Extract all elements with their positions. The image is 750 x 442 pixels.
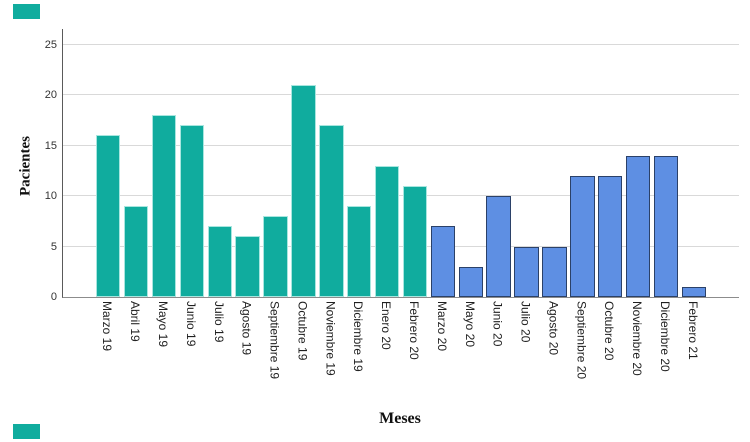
x-label-enero-20: Enero 20 [374, 301, 398, 403]
x-label-marzo-20: Marzo 20 [430, 301, 454, 403]
y-tick-label-20: 20 [44, 89, 57, 101]
y-tick-label-15: 15 [44, 139, 57, 152]
x-label-abril-19: Abril 19 [123, 301, 147, 403]
gridline-15 [63, 144, 739, 146]
bar-mayo-19 [151, 115, 177, 297]
y-axis-tick-labels: 0 5 10 15 20 25 [25, 0, 57, 442]
x-label-text: Abril 19 [128, 301, 143, 342]
bar-enero-20 [374, 165, 400, 297]
x-label-text: Agosto 20 [546, 301, 561, 356]
bar-mayo-20 [458, 266, 483, 297]
gridline-25 [63, 43, 739, 45]
gridline-10 [63, 195, 739, 196]
bar-marzo-19 [96, 135, 121, 297]
x-label-text: Mayo 20 [462, 301, 477, 348]
x-label-text: Octubre 19 [295, 301, 310, 361]
bar-febrero-21 [681, 286, 707, 297]
x-label-octubre-19: Octubre 19 [290, 301, 314, 403]
bar-noviembre-19 [319, 125, 344, 297]
x-label-text: Junio 19 [183, 301, 198, 347]
x-label-text: Marzo 19 [100, 301, 115, 352]
bar-marzo-20 [430, 226, 456, 297]
bar-octubre-20 [598, 175, 623, 297]
x-label-agosto-19: Agosto 19 [234, 301, 258, 403]
y-tick-label-5: 5 [50, 240, 57, 253]
y-tick-label-0: 0 [50, 291, 57, 303]
x-label-mayo-20: Mayo 20 [458, 301, 482, 403]
x-label-septiembre-19: Septiembre 19 [262, 301, 286, 403]
x-label-diciembre-20: Diciembre 20 [653, 301, 677, 403]
x-label-julio-20: Julio 20 [513, 301, 537, 403]
bar-octubre-19 [291, 84, 316, 297]
x-label-text: Septiembre 19 [267, 301, 282, 380]
x-label-octubre-20: Octubre 20 [597, 301, 621, 403]
x-label-marzo-19: Marzo 19 [95, 301, 119, 403]
x-label-mayo-19: Mayo 19 [151, 301, 175, 403]
x-label-text: Noviembre 19 [323, 301, 338, 376]
plot-area [62, 29, 739, 298]
bar-junio-19 [179, 125, 205, 297]
bar-julio-20 [514, 246, 539, 297]
x-label-febrero-20: Febrero 20 [402, 301, 426, 403]
x-label-text: Febrero 20 [406, 301, 421, 360]
decorative-teal-rect-top [13, 4, 40, 19]
bars-container [63, 29, 739, 297]
bar-febrero-20 [402, 185, 428, 297]
x-label-text: Enero 20 [379, 301, 394, 350]
x-label-diciembre-19: Diciembre 19 [346, 301, 370, 403]
x-label-text: Julio 19 [211, 301, 226, 343]
gridline-5 [63, 245, 739, 247]
y-tick-label-25: 25 [44, 38, 57, 51]
bar-diciembre-19 [347, 206, 372, 297]
x-label-text: Octubre 20 [602, 301, 617, 361]
x-label-text: Agosto 19 [239, 301, 254, 356]
x-label-text: Marzo 20 [434, 301, 449, 352]
x-label-text: Febrero 21 [685, 301, 700, 360]
x-label-junio-19: Junio 19 [179, 301, 203, 403]
bar-septiembre-20 [570, 175, 595, 297]
x-label-agosto-20: Agosto 20 [541, 301, 565, 403]
bar-julio-19 [207, 226, 232, 297]
x-axis-title: Meses [379, 410, 421, 427]
x-label-text: Diciembre 20 [658, 301, 672, 372]
x-label-febrero-21: Febrero 21 [681, 301, 705, 403]
x-label-noviembre-20: Noviembre 20 [625, 301, 649, 403]
bar-diciembre-20 [653, 155, 679, 297]
bar-agosto-19 [235, 236, 260, 297]
x-axis-category-labels: Marzo 19 Abril 19 Mayo 19 Junio 19 Julio 19 A… [62, 301, 738, 403]
bar-abril-19 [123, 206, 149, 297]
bar-junio-20 [486, 196, 511, 297]
x-label-text: Mayo 19 [155, 301, 170, 348]
x-label-junio-20: Junio 20 [485, 301, 509, 403]
y-tick-label-10: 10 [44, 190, 57, 202]
bar-noviembre-20 [625, 155, 651, 297]
x-label-julio-19: Julio 19 [207, 301, 231, 403]
bar-septiembre-19 [263, 216, 288, 297]
x-label-text: Junio 20 [490, 301, 505, 347]
decorative-teal-rect-bottom [13, 424, 40, 439]
x-label-septiembre-20: Septiembre 20 [569, 301, 593, 403]
x-label-text: Noviembre 20 [630, 301, 645, 376]
x-label-text: Diciembre 19 [351, 301, 366, 372]
gridline-20 [63, 94, 739, 95]
x-label-text: Septiembre 20 [574, 301, 589, 380]
x-label-noviembre-19: Noviembre 19 [318, 301, 342, 403]
bar-agosto-20 [542, 246, 567, 297]
x-label-text: Julio 20 [518, 301, 533, 343]
